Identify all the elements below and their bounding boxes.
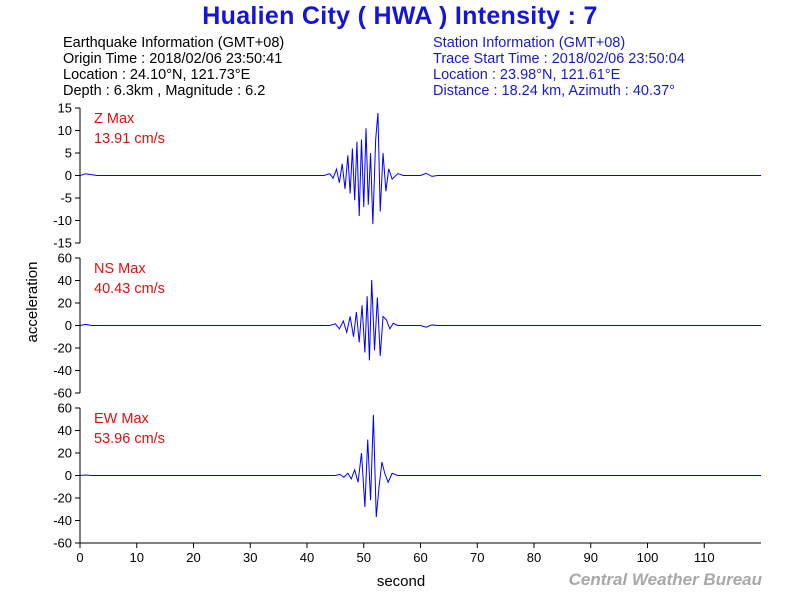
x-tick-label: 0 (76, 550, 83, 565)
trace-start-time: Trace Start Time : 2018/02/06 23:50:04 (433, 51, 685, 67)
max-label: EW Max (94, 411, 150, 427)
x-tick-label: 60 (413, 550, 427, 565)
station-location: Location : 23.98°N, 121.61°E (433, 67, 621, 83)
x-tick-label: 50 (357, 550, 371, 565)
x-tick-label: 30 (243, 550, 257, 565)
page-title: Hualien City ( HWA ) Intensity : 7 (202, 2, 598, 30)
credit-label: Central Weather Bureau (568, 570, 762, 589)
waveform-ns (79, 279, 761, 361)
station-info: Station Information (GMT+08) Trace Start… (433, 35, 685, 99)
y-tick-label: 5 (65, 146, 72, 161)
max-label: Z Max (94, 111, 135, 127)
origin-time: Origin Time : 2018/02/06 23:50:41 (63, 51, 283, 67)
panel-ew: 60 40 20 0 -20 -40 -60 EW Max 53.96 cm/s (53, 401, 761, 551)
panel-z: 15 10 5 0 -5 -10 -15 Z Max 13.91 cm/s (53, 101, 761, 251)
y-tick-label: -60 (53, 386, 72, 401)
station-info-heading: Station Information (GMT+08) (433, 35, 626, 51)
y-tick-label: -60 (53, 536, 72, 551)
y-tick-label: -15 (53, 236, 72, 251)
earthquake-location: Location : 24.10°N, 121.73°E (63, 67, 251, 83)
x-tick-label: 10 (130, 550, 144, 565)
earthquake-info-heading: Earthquake Information (GMT+08) (63, 35, 285, 51)
y-tick-label: -10 (53, 213, 72, 228)
y-tick-label: 15 (58, 101, 72, 116)
panel-ns: 60 40 20 0 -20 -40 -60 NS Max 40.43 cm/s (53, 251, 761, 401)
y-tick-label: 60 (58, 251, 72, 266)
max-value: 53.96 cm/s (94, 431, 165, 447)
y-tick-label: 10 (58, 123, 72, 138)
y-tick-label: 40 (58, 423, 72, 438)
waveform-ew (79, 414, 761, 518)
y-tick-label: -5 (60, 191, 72, 206)
y-tick-label: 0 (65, 468, 72, 483)
distance-azimuth: Distance : 18.24 km, Azimuth : 40.37° (433, 83, 675, 99)
y-tick-label: 0 (65, 168, 72, 183)
y-tick-label: -40 (53, 513, 72, 528)
depth-magnitude: Depth : 6.3km , Magnitude : 6.2 (63, 83, 266, 99)
x-tick-label: 80 (527, 550, 541, 565)
x-tick-label: 40 (300, 550, 314, 565)
x-tick-label: 100 (637, 550, 659, 565)
y-tick-label: 40 (58, 273, 72, 288)
y-tick-label: 20 (58, 296, 72, 311)
x-tick-label: 90 (584, 550, 598, 565)
max-value: 40.43 cm/s (94, 281, 165, 297)
x-tick-label: 110 (694, 550, 715, 565)
y-axis-title: acceleration (24, 262, 41, 343)
y-tick-label: -40 (53, 363, 72, 378)
x-tick-label: 20 (186, 550, 200, 565)
max-label: NS Max (94, 261, 146, 277)
y-tick-label: -20 (53, 341, 72, 356)
y-tick-label: -20 (53, 491, 72, 506)
earthquake-info: Earthquake Information (GMT+08) Origin T… (63, 35, 284, 99)
x-axis-title: second (377, 573, 425, 590)
max-value: 13.91 cm/s (94, 131, 165, 147)
y-tick-label: 20 (58, 446, 72, 461)
x-tick-label: 70 (470, 550, 484, 565)
y-tick-label: 60 (58, 401, 72, 416)
y-tick-label: 0 (65, 318, 72, 333)
waveform-z (79, 112, 761, 225)
